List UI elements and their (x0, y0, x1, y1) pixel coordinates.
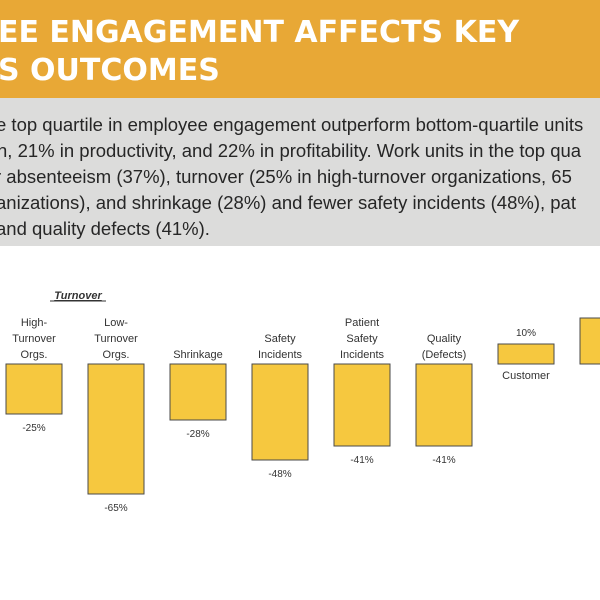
bar-4 (333, 363, 391, 447)
bar-6 (497, 343, 555, 365)
category-label: Turnover (94, 333, 138, 345)
value-label: -65% (104, 503, 127, 514)
summary-line: anizations), and shrinkage (28%) and few… (0, 192, 576, 213)
value-label: -28% (186, 429, 209, 440)
bar-0 (5, 363, 63, 415)
category-label: Safety (264, 333, 296, 345)
value-label: -48% (268, 469, 291, 480)
summary-panel: e top quartile in employee engagement ou… (0, 98, 600, 246)
category-label: Shrinkage (173, 349, 223, 361)
summary-line: e top quartile in employee engagement ou… (0, 114, 584, 135)
bar-2 (169, 363, 227, 421)
category-label: Patient (345, 317, 379, 329)
value-label: -41% (350, 455, 373, 466)
summary-line: n, 21% in productivity, and 22% in profi… (0, 140, 582, 161)
group-label-turnover: Turnover (54, 290, 102, 302)
value-label: 10% (516, 328, 536, 339)
category-label: Safety (346, 333, 378, 345)
bar-5 (415, 363, 473, 447)
category-label: Turnover (12, 333, 56, 345)
category-label: Incidents (340, 349, 385, 361)
category-label: Incidents (258, 349, 303, 361)
category-label: Orgs. (103, 349, 130, 361)
header-banner: EE ENGAGEMENT AFFECTS KEY S OUTCOMES (0, 0, 600, 98)
value-label: -25% (22, 423, 45, 434)
summary-line: and quality defects (41%). (0, 218, 210, 239)
bar-7 (579, 317, 600, 365)
value-label: -41% (432, 455, 455, 466)
page-title-line-2: S OUTCOMES (0, 53, 220, 88)
category-label: High- (21, 317, 48, 329)
category-label: (Defects) (422, 349, 467, 361)
bar-1 (87, 363, 145, 495)
category-label: Low- (104, 317, 128, 329)
bar-3 (251, 363, 309, 461)
summary-line: r absenteeism (37%), turnover (25% in hi… (0, 166, 572, 187)
category-label: Customer (502, 370, 550, 382)
category-label: Quality (427, 333, 462, 345)
page-title-line-1: EE ENGAGEMENT AFFECTS KEY (0, 15, 520, 50)
category-label: Orgs. (21, 349, 48, 361)
engagement-bar-chart: Turnover -25% High- Turnover Orgs. -65% Low- Tu… (5, 290, 600, 514)
